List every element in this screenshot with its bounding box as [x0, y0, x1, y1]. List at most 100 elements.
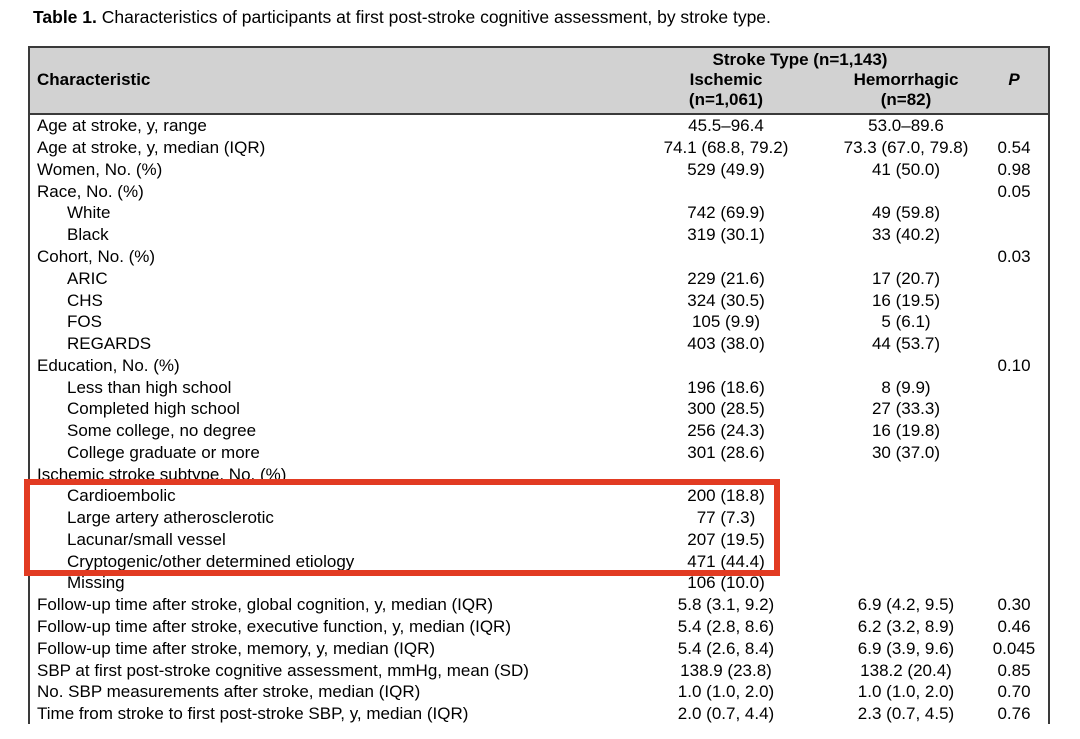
ischemic-value: 5.4 (2.8, 8.6) — [677, 616, 775, 636]
p-value: 0.03 — [997, 246, 1031, 266]
characteristic-cell: Some college, no degree — [67, 421, 257, 441]
ischemic-value: 196 (18.6) — [687, 377, 765, 397]
characteristic-cell: Ischemic stroke subtype, No. (%) — [37, 464, 287, 484]
table-row: Follow-up time after stroke, global cogn… — [30, 594, 1048, 616]
p-value: 0.46 — [997, 616, 1031, 636]
ischemic-value: 105 (9.9) — [691, 312, 761, 332]
ischemic-value: 300 (28.5) — [687, 399, 765, 419]
column-header-hemorrhagic-n: (n=82) — [880, 90, 932, 109]
p-value: 0.10 — [997, 355, 1031, 375]
hemorrhagic-value: 53.0–89.6 — [868, 116, 944, 136]
hemorrhagic-value: 44 (53.7) — [871, 334, 941, 354]
characteristic-cell: Black — [67, 225, 109, 245]
p-value: 0.54 — [997, 138, 1031, 158]
hemorrhagic-value: 17 (20.7) — [871, 268, 941, 288]
characteristic-cell: Women, No. (%) — [37, 159, 163, 179]
table-row: Black 319 (30.1) 33 (40.2) — [30, 224, 1048, 246]
ischemic-value: 5.4 (2.6, 8.4) — [677, 638, 775, 658]
column-header-hemorrhagic: Hemorrhagic — [853, 70, 959, 89]
p-value: 0.76 — [997, 704, 1031, 724]
hemorrhagic-value: 33 (40.2) — [871, 225, 941, 245]
table-row-highlighted: Large artery atherosclerotic 77 (7.3) — [30, 507, 1048, 529]
table-row-highlighted: Cryptogenic/other determined etiology 471… — [30, 550, 1048, 572]
table-row: Cohort, No. (%) 0.03 — [30, 246, 1048, 268]
table-row: Race, No. (%) 0.05 — [30, 180, 1048, 202]
ischemic-value: 471 (44.4) — [687, 551, 765, 571]
table-row: Less than high school 196 (18.6) 8 (9.9) — [30, 376, 1048, 398]
table-row: White 742 (69.9) 49 (59.8) — [30, 202, 1048, 224]
characteristic-cell: Education, No. (%) — [37, 355, 180, 375]
p-value: 0.05 — [997, 181, 1031, 201]
ischemic-value: 77 (7.3) — [696, 508, 756, 528]
characteristic-cell: No. SBP measurements after stroke, media… — [37, 682, 421, 702]
p-value: 0.045 — [992, 638, 1036, 658]
characteristic-cell: Follow-up time after stroke, global cogn… — [37, 595, 494, 615]
table-caption: Table 1. Characteristics of participants… — [33, 6, 771, 28]
hemorrhagic-value: 73.3 (67.0, 79.8) — [843, 138, 969, 158]
ischemic-value: 742 (69.9) — [687, 203, 765, 223]
table-row: ARIC 229 (21.6) 17 (20.7) — [30, 267, 1048, 289]
p-value: 0.98 — [997, 159, 1031, 179]
table-row: REGARDS 403 (38.0) 44 (53.7) — [30, 333, 1048, 355]
table-row: Missing 106 (10.0) — [30, 572, 1048, 594]
characteristic-cell: ARIC — [67, 268, 108, 288]
characteristic-cell: Cryptogenic/other determined etiology — [67, 551, 355, 571]
table-row: CHS 324 (30.5) 16 (19.5) — [30, 289, 1048, 311]
ischemic-value: 200 (18.8) — [687, 486, 765, 506]
table-row: FOS 105 (9.9) 5 (6.1) — [30, 311, 1048, 333]
characteristic-cell: REGARDS — [67, 334, 152, 354]
characteristic-cell: SBP at first post-stroke cognitive asses… — [37, 660, 529, 680]
table-caption-text: Characteristics of participants at first… — [96, 7, 771, 27]
characteristic-cell: College graduate or more — [67, 442, 260, 462]
ischemic-value: 1.0 (1.0, 2.0) — [677, 682, 775, 702]
ischemic-value: 529 (49.9) — [687, 159, 765, 179]
table-row: Women, No. (%) 529 (49.9) 41 (50.0) 0.98 — [30, 159, 1048, 181]
table-row: Completed high school 300 (28.5) 27 (33.3) — [30, 398, 1048, 420]
ischemic-value: 106 (10.0) — [687, 573, 765, 593]
table-row: SBP at first post-stroke cognitive asses… — [30, 659, 1048, 681]
characteristic-cell: FOS — [67, 312, 102, 332]
ischemic-value: 324 (30.5) — [687, 290, 765, 310]
characteristic-cell: CHS — [67, 290, 103, 310]
ischemic-value: 5.8 (3.1, 9.2) — [677, 595, 775, 615]
characteristic-cell: Cohort, No. (%) — [37, 246, 156, 266]
ischemic-value: 74.1 (68.8, 79.2) — [663, 138, 789, 158]
characteristic-cell: Cardioembolic — [67, 486, 176, 506]
p-value: 0.70 — [997, 682, 1031, 702]
p-value: 0.30 — [997, 595, 1031, 615]
header-group-label: Stroke Type (n=1,143) — [712, 50, 888, 69]
ischemic-value: 2.0 (0.7, 4.4) — [677, 704, 775, 724]
characteristic-cell: Time from stroke to first post-stroke SB… — [37, 704, 469, 724]
characteristic-cell: Lacunar/small vessel — [67, 529, 226, 549]
table-row: Age at stroke, y, median (IQR) 74.1 (68.8… — [30, 137, 1048, 159]
header-n-row: (n=1,061) (n=82) — [30, 90, 1048, 110]
hemorrhagic-value: 16 (19.8) — [871, 421, 941, 441]
table-header: Stroke Type (n=1,143) Characteristic Isc… — [30, 48, 1048, 115]
hemorrhagic-value: 2.3 (0.7, 4.5) — [857, 704, 955, 724]
table-row: Age at stroke, y, range 45.5–96.4 53.0–89.… — [30, 115, 1048, 137]
characteristic-cell: Age at stroke, y, range — [37, 116, 207, 136]
table-row: Follow-up time after stroke, executive f… — [30, 616, 1048, 638]
table-row: Education, No. (%) 0.10 — [30, 354, 1048, 376]
hemorrhagic-value: 16 (19.5) — [871, 290, 941, 310]
hemorrhagic-value: 49 (59.8) — [871, 203, 941, 223]
hemorrhagic-value: 30 (37.0) — [871, 442, 941, 462]
hemorrhagic-value: 41 (50.0) — [871, 159, 941, 179]
ischemic-value: 207 (19.5) — [687, 529, 765, 549]
ischemic-value: 301 (28.6) — [687, 442, 765, 462]
ischemic-value: 403 (38.0) — [687, 334, 765, 354]
characteristic-cell: Large artery atherosclerotic — [67, 508, 274, 528]
column-header-ischemic-n: (n=1,061) — [688, 90, 764, 109]
characteristic-cell: Less than high school — [67, 377, 232, 397]
p-value: 0.85 — [997, 660, 1031, 680]
hemorrhagic-value: 5 (6.1) — [881, 312, 931, 332]
table-row: Some college, no degree 256 (24.3) 16 (19.… — [30, 420, 1048, 442]
characteristic-cell: Completed high school — [67, 399, 240, 419]
header-columns-row: Characteristic Ischemic Hemorrhagic P — [30, 70, 1048, 90]
column-header-characteristic: Characteristic — [37, 70, 151, 89]
ischemic-value: 138.9 (23.8) — [680, 660, 772, 680]
characteristics-table: Stroke Type (n=1,143) Characteristic Isc… — [28, 46, 1050, 725]
column-header-ischemic: Ischemic — [689, 70, 763, 89]
table-row-highlighted: Cardioembolic 200 (18.8) — [30, 485, 1048, 507]
